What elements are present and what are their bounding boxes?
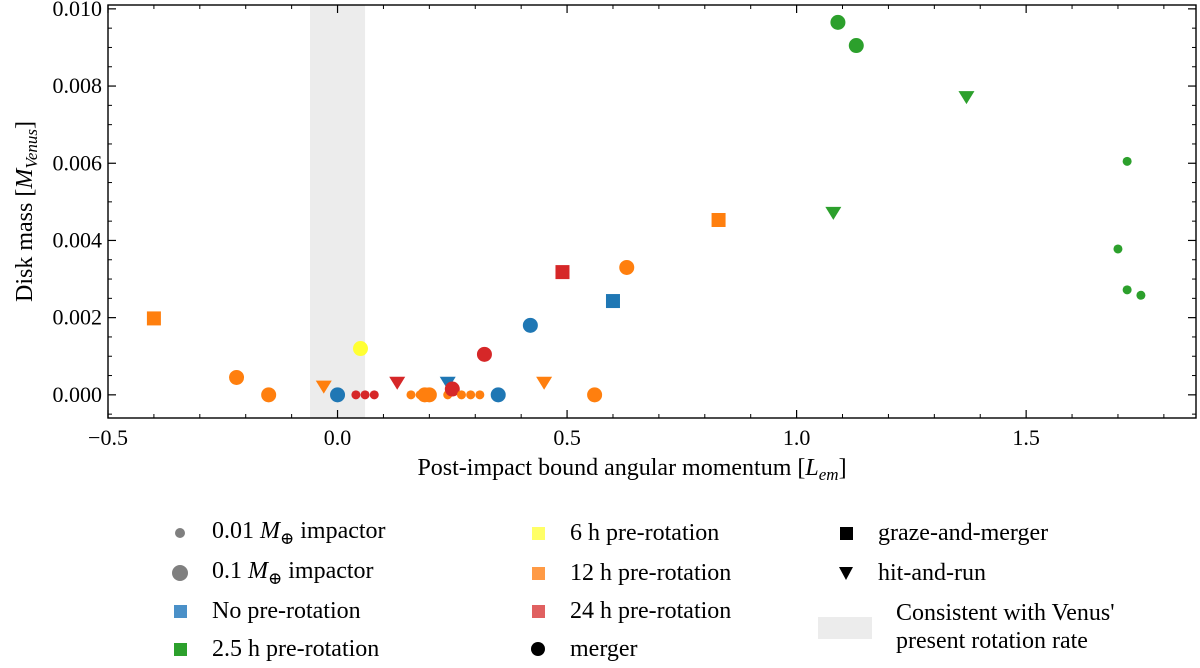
- legend-rot-2-5h: 2.5 h pre-rotation: [160, 630, 379, 668]
- black-square-icon: [826, 514, 866, 552]
- red-square-icon: [518, 592, 558, 630]
- data-point-circle: [466, 390, 476, 400]
- data-point-circle: [476, 346, 492, 362]
- legend-rot-24h: 24 h pre-rotation: [518, 592, 731, 630]
- x-tick-label: 0.0: [324, 425, 352, 450]
- data-point-square: [711, 212, 726, 227]
- data-point-circle: [352, 341, 368, 357]
- x-tick-label: 1.5: [1012, 425, 1040, 450]
- data-point-circle: [369, 390, 379, 400]
- legend-small-impactor: 0.01 M⊕ impactor: [160, 514, 386, 552]
- y-tick-label: 0.004: [53, 227, 103, 252]
- legend-shaded-band: Consistent with Venus' present rotation …: [818, 598, 1115, 658]
- orange-square-icon: [518, 554, 558, 592]
- x-tick-label: −0.5: [88, 425, 128, 450]
- legend-large-impactor: 0.1 M⊕ impactor: [160, 554, 374, 592]
- data-point-square: [555, 265, 570, 280]
- data-point-circle: [406, 390, 416, 400]
- shaded-band: [309, 5, 366, 418]
- legend-rot-6h: 6 h pre-rotation: [518, 514, 719, 552]
- small-dot-icon: [160, 514, 200, 552]
- green-square-icon: [160, 630, 200, 668]
- data-point-circle: [360, 390, 370, 400]
- data-point-circle: [456, 390, 466, 400]
- data-point-triangle: [315, 380, 332, 394]
- data-point-circle: [619, 259, 635, 275]
- data-point-circle: [444, 381, 460, 397]
- data-point-circle: [229, 369, 245, 385]
- scatter-chart: −0.5 0.0 0.5 1.0 1.5 0.000 0.002 0.004 0.006 0.00…: [12, 0, 1197, 484]
- legend-graze-and-merger: graze-and-merger: [826, 514, 1048, 552]
- data-point-square: [605, 294, 620, 309]
- data-point-circle: [587, 387, 603, 403]
- legend-no-rotation: No pre-rotation: [160, 592, 361, 630]
- y-tick-label: 0.008: [53, 73, 103, 98]
- data-point-circle: [351, 390, 361, 400]
- axis-ticks: [107, 5, 1196, 418]
- data-points: [146, 14, 1146, 403]
- x-tick-label: 1.0: [783, 425, 811, 450]
- data-point-circle: [475, 390, 485, 400]
- legend: 0.01 M⊕ impactor 0.1 M⊕ impactor No pre-…: [0, 510, 1200, 666]
- data-point-circle: [490, 387, 506, 403]
- large-dot-icon: [160, 554, 200, 592]
- data-point-circle: [1122, 156, 1132, 166]
- yellow-square-icon: [518, 514, 558, 552]
- data-point-circle: [1122, 285, 1132, 295]
- data-point-circle: [1113, 244, 1123, 254]
- legend-hit-and-run: hit-and-run: [826, 554, 986, 592]
- plot-frame: [107, 4, 1197, 419]
- data-point-circle: [421, 387, 437, 403]
- data-point-triangle: [825, 206, 842, 220]
- y-tick-label: 0.002: [53, 305, 103, 330]
- tick-labels: −0.5 0.0 0.5 1.0 1.5 0.000 0.002 0.004 0.006 0.00…: [53, 0, 1040, 450]
- data-point-circle: [848, 38, 864, 54]
- y-tick-label: 0.010: [53, 0, 103, 21]
- black-circle-icon: [518, 630, 558, 668]
- y-axis-label: Disk mass [MVenus]: [12, 121, 41, 302]
- data-point-circle: [261, 387, 277, 403]
- y-tick-label: 0.000: [53, 382, 103, 407]
- data-point-circle: [330, 387, 346, 403]
- data-point-triangle: [536, 376, 553, 390]
- data-point-triangle: [389, 376, 406, 390]
- data-point-square: [146, 311, 161, 326]
- data-point-circle: [522, 317, 538, 333]
- x-tick-label: 0.5: [553, 425, 581, 450]
- x-axis-label: Post-impact bound angular momentum [Lem]: [417, 455, 846, 484]
- data-point-triangle: [958, 91, 975, 105]
- blue-square-icon: [160, 592, 200, 630]
- y-tick-label: 0.006: [53, 150, 103, 175]
- data-point-circle: [830, 14, 846, 30]
- legend-merger: merger: [518, 630, 638, 668]
- legend-rot-12h: 12 h pre-rotation: [518, 554, 731, 592]
- data-point-circle: [1136, 290, 1146, 300]
- gray-band-icon: [818, 609, 872, 647]
- black-triangle-icon: [826, 554, 866, 592]
